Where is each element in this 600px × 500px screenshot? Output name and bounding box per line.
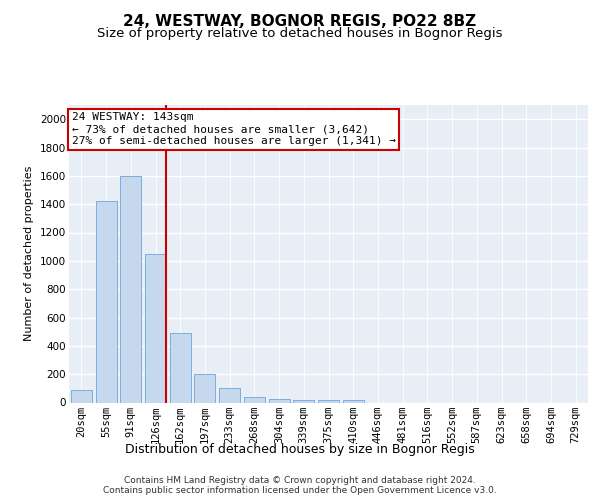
Bar [194, 374, 215, 402]
Bar [219, 388, 240, 402]
Bar [71, 390, 92, 402]
Bar [318, 400, 339, 402]
Text: Contains HM Land Registry data © Crown copyright and database right 2024.
Contai: Contains HM Land Registry data © Crown c… [103, 476, 497, 496]
Bar [269, 399, 290, 402]
Bar [95, 202, 116, 402]
Bar [293, 400, 314, 402]
Bar [244, 397, 265, 402]
Bar [343, 400, 364, 402]
Text: Size of property relative to detached houses in Bognor Regis: Size of property relative to detached ho… [97, 28, 503, 40]
Bar [170, 333, 191, 402]
Text: 24 WESTWAY: 143sqm
← 73% of detached houses are smaller (3,642)
27% of semi-deta: 24 WESTWAY: 143sqm ← 73% of detached hou… [71, 112, 395, 146]
Text: Distribution of detached houses by size in Bognor Regis: Distribution of detached houses by size … [125, 442, 475, 456]
Bar [145, 254, 166, 402]
Y-axis label: Number of detached properties: Number of detached properties [25, 166, 34, 342]
Bar [120, 176, 141, 402]
Text: 24, WESTWAY, BOGNOR REGIS, PO22 8BZ: 24, WESTWAY, BOGNOR REGIS, PO22 8BZ [124, 14, 476, 29]
